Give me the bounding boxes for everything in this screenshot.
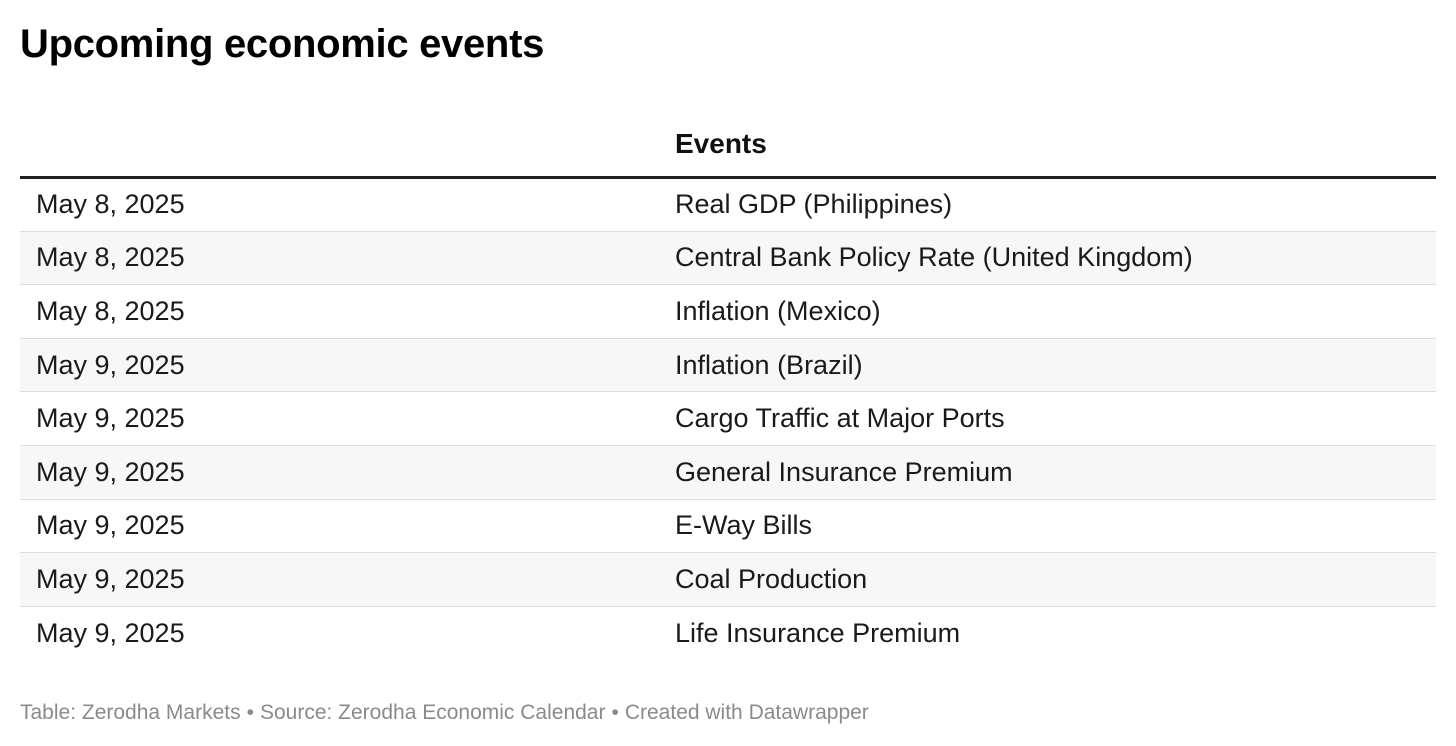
row-date: May 9, 2025 (20, 499, 659, 554)
header-row: Events (20, 112, 1436, 179)
page-title: Upcoming economic events (20, 22, 545, 66)
row-event: Real GDP (Philippines) (659, 177, 1436, 232)
source-credit: Source: Zerodha Economic Calendar (259, 701, 606, 724)
table-row: May 8, 2025 Central Bank Policy Rate (Un… (20, 231, 1436, 286)
footer-credits: Table: Zerodha Markets • Source: Zerodha E… (20, 700, 869, 726)
table-header: Events (20, 112, 1436, 179)
table-row: May 9, 2025 Life Insurance Premium (20, 606, 1436, 660)
row-date: May 8, 2025 (20, 231, 659, 286)
row-event: Life Insurance Premium (675, 617, 961, 648)
row-event: E-Way Bills (659, 499, 1436, 554)
header-events: Events (659, 112, 1436, 179)
header-date (20, 112, 659, 179)
table-row: May 9, 2025 General Insurance Premium (20, 445, 1436, 500)
row-date: May 9, 2025 (20, 338, 659, 393)
table-row: May 9, 2025 Coal Production (20, 552, 1436, 607)
created-with-credit: Created with Datawrapper (624, 701, 869, 724)
table-credit: Table: Zerodha Markets (20, 701, 241, 724)
table-row: May 9, 2025 Inflation (Brazil) (20, 338, 1436, 393)
table-row: May 8, 2025 Inflation (Mexico) (20, 284, 1436, 339)
row-event: General Insurance Premium (659, 445, 1436, 500)
footer-separator: • (611, 701, 619, 724)
footer-separator: • (246, 701, 254, 724)
events-table: Events May 8, 2025 Real GDP (Philippines… (20, 112, 1436, 660)
row-event: Cargo Traffic at Major Ports (659, 391, 1436, 446)
row-event: Coal Production (659, 552, 1436, 607)
row-date: May 9, 2025 (20, 445, 659, 500)
row-event: Inflation (Mexico) (659, 284, 1436, 339)
row-event: Central Bank Policy Rate (United Kingdom… (659, 231, 1436, 286)
table-row: May 9, 2025 E-Way Bills (20, 499, 1436, 554)
row-date: May 9, 2025 (20, 552, 659, 607)
table-row: May 8, 2025 Real GDP (Philippines) (20, 177, 1436, 232)
table-row: May 9, 2025 Cargo Traffic at Major Ports (20, 391, 1436, 446)
row-date: May 8, 2025 (20, 177, 659, 232)
row-date: May 9, 2025 (36, 617, 185, 648)
row-date: May 8, 2025 (20, 284, 659, 339)
row-event: Inflation (Brazil) (659, 338, 1436, 393)
table-body: May 8, 2025 Real GDP (Philippines) May 8… (20, 177, 1436, 660)
row-date: May 9, 2025 (20, 391, 659, 446)
events-table-container: Events May 8, 2025 Real GDP (Philippines… (20, 112, 1436, 660)
